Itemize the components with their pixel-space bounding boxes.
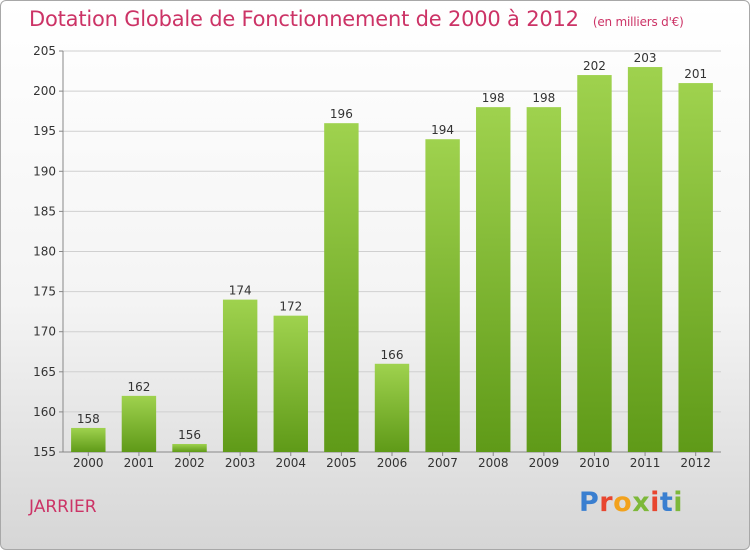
logo-letter: x	[632, 487, 651, 518]
data-label: 203	[634, 51, 657, 65]
x-tick-label: 2001	[124, 456, 155, 470]
y-tick-label: 200	[33, 84, 56, 98]
data-label: 172	[279, 300, 302, 314]
y-tick-label: 185	[33, 204, 56, 218]
y-tick-label: 195	[33, 124, 56, 138]
bar	[71, 427, 106, 452]
bar	[476, 107, 511, 452]
x-tick-label: 2000	[73, 456, 104, 470]
bar	[678, 83, 713, 452]
y-tick-label: 180	[33, 245, 56, 259]
x-tick-label: 2002	[174, 456, 205, 470]
bar	[121, 395, 157, 452]
bar	[526, 107, 562, 452]
bar	[577, 75, 612, 452]
data-label: 162	[127, 380, 150, 394]
x-tick-label: 2006	[377, 456, 408, 470]
data-label: 201	[684, 67, 707, 81]
bar	[273, 315, 308, 452]
bar	[627, 67, 663, 452]
data-label: 196	[330, 107, 353, 121]
bar	[172, 443, 207, 452]
x-tick-label: 2007	[427, 456, 458, 470]
x-tick-label: 2004	[275, 456, 306, 470]
y-tick-label: 165	[33, 365, 56, 379]
y-tick-label: 160	[33, 405, 56, 419]
x-tick-label: 2010	[579, 456, 610, 470]
bar	[374, 363, 410, 452]
proxiti-logo: Proxiti	[579, 487, 683, 518]
x-tick-label: 2005	[326, 456, 357, 470]
logo-letter: r	[599, 487, 614, 518]
x-tick-label: 2008	[478, 456, 509, 470]
bar	[324, 123, 359, 453]
x-tick-label: 2003	[225, 456, 256, 470]
data-label: 202	[583, 59, 606, 73]
y-tick-label: 155	[33, 445, 56, 459]
logo-letter: o	[613, 487, 633, 518]
y-tick-label: 175	[33, 285, 56, 299]
data-label: 194	[431, 123, 454, 137]
bar	[222, 299, 258, 452]
data-labels: 158 162 156 174 172 196 166 194 198 198 202 203 201	[77, 51, 707, 442]
y-tick-label: 170	[33, 325, 56, 339]
x-tick-label: 2012	[680, 456, 711, 470]
logo-letter: t	[659, 487, 674, 518]
y-tick-label: 205	[33, 44, 56, 58]
data-label: 198	[532, 91, 555, 105]
chart-title: Dotation Globale de Fonctionnement de 20…	[29, 7, 684, 31]
y-tick-label: 190	[33, 164, 56, 178]
bars	[71, 67, 713, 453]
logo-letter: i	[650, 487, 660, 518]
commune-name: JARRIER	[29, 497, 97, 517]
logo-letter: i	[673, 487, 684, 518]
data-label: 166	[381, 348, 404, 362]
x-tick-label: 2011	[630, 456, 661, 470]
data-label: 156	[178, 428, 201, 442]
chart-subtitle: (en milliers d'€)	[592, 15, 684, 29]
x-tick-label: 2009	[529, 456, 560, 470]
logo-letter: P	[579, 487, 600, 518]
bar	[425, 139, 460, 452]
data-label: 198	[482, 91, 505, 105]
data-label: 174	[229, 284, 252, 298]
data-label: 158	[77, 412, 100, 426]
chart-title-text: Dotation Globale de Fonctionnement de 20…	[29, 7, 579, 31]
